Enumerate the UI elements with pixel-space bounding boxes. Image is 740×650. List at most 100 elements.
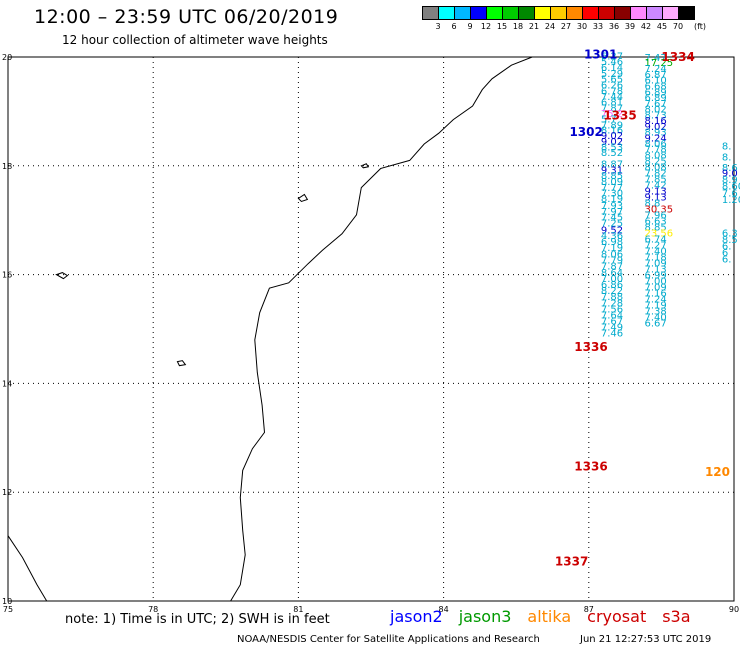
satellite-legend-item: altika bbox=[527, 607, 572, 626]
scale-label: 42 bbox=[640, 22, 652, 31]
wave-height-label: 7.97 bbox=[601, 207, 623, 218]
map-frame bbox=[7, 56, 735, 602]
wave-height-label: 9.13 bbox=[644, 187, 666, 198]
wave-height-label: 8.06 bbox=[601, 250, 623, 261]
wave-height-label: 6.89 bbox=[644, 93, 666, 104]
wave-height-label: 7.13 bbox=[644, 264, 666, 275]
wave-height-label: 7.09 bbox=[644, 282, 666, 293]
wave-height-label: 8.53 bbox=[601, 143, 623, 154]
scale-label: 12 bbox=[480, 22, 492, 31]
wave-height-label: 9.02 bbox=[601, 137, 623, 148]
lon-tick-label: 78 bbox=[148, 605, 158, 614]
wave-height-label: 8.73 bbox=[644, 110, 666, 121]
wave-height-label: 6.89 bbox=[644, 88, 666, 99]
scale-label: 15 bbox=[496, 22, 508, 31]
wave-height-label: 7.24 bbox=[644, 64, 666, 75]
wave-height-label: 5.65 bbox=[601, 75, 623, 86]
pass-number-label: 1336 bbox=[574, 340, 607, 354]
scale-label: 27 bbox=[560, 22, 572, 31]
wave-height-label: 6.27 bbox=[601, 52, 623, 63]
wave-height-label: 7.47 bbox=[644, 53, 666, 64]
wave-height-label: 8.87 bbox=[601, 159, 623, 170]
wave-height-label: 8.19 bbox=[601, 194, 623, 205]
color-scale-labels: 3 6 9 12 15 18 21 24 27 30 33 36 39 42 45 70 (ft) bbox=[422, 22, 740, 34]
wave-height-label: 7.45 bbox=[601, 213, 623, 224]
wave-height-label: 6.26 bbox=[601, 81, 623, 92]
wave-height-label: 8. bbox=[722, 141, 732, 152]
scale-label: 45 bbox=[656, 22, 668, 31]
wave-height-label: 30.35 bbox=[644, 205, 673, 216]
wave-height-label: 7.79 bbox=[601, 256, 623, 267]
wave-height-label: 8.60 bbox=[722, 182, 740, 193]
wave-height-label: 7.67 bbox=[601, 317, 623, 328]
wave-height-label: 4.36 bbox=[601, 231, 623, 242]
wave-height-label: 7.16 bbox=[644, 288, 666, 299]
wave-height-label: 7.49 bbox=[601, 323, 623, 334]
wave-height-label: 5.29 bbox=[601, 69, 623, 80]
pass-number-label: 1301 bbox=[584, 48, 617, 62]
credit: NOAA/NESDIS Center for Satellite Applica… bbox=[237, 634, 540, 645]
scale-label: 36 bbox=[608, 22, 620, 31]
wave-height-label: 6.74 bbox=[644, 235, 666, 246]
wave-height-label: 7.30 bbox=[601, 188, 623, 199]
lat-tick-label: 12 bbox=[2, 488, 12, 497]
wave-height-label: 75.2 bbox=[601, 109, 623, 120]
lon-tick-label: 81 bbox=[293, 605, 303, 614]
wave-height-label: 6.99 bbox=[644, 270, 666, 281]
wave-height-label: 8.08 bbox=[644, 151, 666, 162]
scale-label: 3 bbox=[435, 22, 441, 31]
wave-height-label: 6. bbox=[722, 255, 732, 266]
wave-height-label: 8.02 bbox=[644, 104, 666, 115]
wave-height-label: 8. bbox=[722, 152, 732, 163]
inland-water bbox=[360, 163, 370, 169]
scale-label: 30 bbox=[576, 22, 588, 31]
wave-height-label: 6.68 bbox=[644, 82, 666, 93]
wave-height-label: 8.52 bbox=[601, 148, 623, 159]
lon-tick-label: 90 bbox=[729, 605, 739, 614]
wave-height-label: 7.42 bbox=[644, 181, 666, 192]
wave-height-label: 5.7 bbox=[601, 114, 617, 125]
wave-height-label: 7.64 bbox=[601, 311, 623, 322]
pass-number-label: 1335 bbox=[603, 109, 636, 123]
timestamp: Jun 21 12:27:53 UTC 2019 bbox=[580, 634, 712, 645]
scale-label: 39 bbox=[624, 22, 636, 31]
wave-height-label: 8.64 bbox=[601, 268, 623, 279]
wave-height-label: 6.14 bbox=[601, 63, 623, 74]
wave-height-label: 8.16 bbox=[644, 116, 666, 127]
wave-height-label: 6.3 bbox=[722, 229, 738, 240]
wave-height-label: 7.40 bbox=[644, 312, 666, 323]
pass-number-label: 1336 bbox=[574, 459, 607, 473]
wave-height-label: 9.0 bbox=[722, 169, 738, 180]
wave-height-label: 7.88 bbox=[601, 292, 623, 303]
wave-height-label: 5.46 bbox=[601, 57, 623, 68]
wave-height-label: 8.16 bbox=[601, 126, 623, 137]
scale-label: 24 bbox=[544, 22, 556, 31]
color-scale bbox=[422, 6, 695, 20]
wave-height-label: 6.67 bbox=[644, 318, 666, 329]
wave-height-label: 7.09 bbox=[644, 258, 666, 269]
wave-height-label: 7.38 bbox=[644, 306, 666, 317]
inland-water bbox=[176, 360, 187, 367]
wave-height-label: 7.82 bbox=[644, 169, 666, 180]
wave-height-label: 8.06 bbox=[644, 139, 666, 150]
scale-swatch bbox=[678, 6, 695, 20]
wave-height-label: 8.08 bbox=[644, 163, 666, 174]
wave-height-label: 8.25 bbox=[644, 157, 666, 168]
wave-height-label: 8.6 bbox=[722, 163, 738, 174]
satellite-legend-item: cryosat bbox=[587, 607, 647, 626]
lake-marker bbox=[297, 193, 309, 203]
wave-height-label: 8.22 bbox=[601, 286, 623, 297]
scale-label: 9 bbox=[467, 22, 473, 31]
lon-tick-label: 84 bbox=[439, 605, 449, 614]
wave-height-label: 9.24 bbox=[644, 133, 666, 144]
scale-label: 18 bbox=[512, 22, 524, 31]
wave-height-label: 7.89 bbox=[601, 120, 623, 131]
wave-height-label: 9.31 bbox=[601, 165, 623, 176]
wave-height-label: 6.63 bbox=[644, 217, 666, 228]
wave-height-label: 7.25 bbox=[601, 219, 623, 230]
wave-height-label: 6.10 bbox=[644, 76, 666, 87]
wave-height-label: 7.56 bbox=[601, 305, 623, 316]
scale-label: 70 bbox=[672, 22, 684, 31]
wave-height-label: 7.28 bbox=[601, 299, 623, 310]
